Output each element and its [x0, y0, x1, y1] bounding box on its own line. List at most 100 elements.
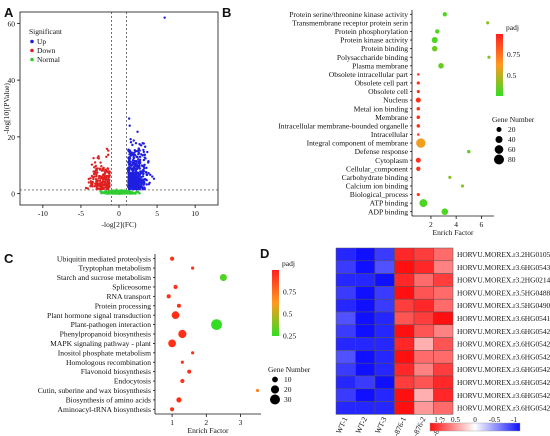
size-legend-title: Gene Number — [268, 365, 311, 374]
enrichment-x-tick-label: 2 — [204, 418, 208, 427]
enrichment-category-label: Starch and sucrose metabolism — [57, 273, 151, 282]
volcano-point-down — [99, 161, 102, 164]
enrichment-bubble — [487, 55, 491, 59]
heatmap-cell — [335, 362, 356, 377]
volcano-point-up — [131, 163, 134, 167]
volcano-point-down — [104, 184, 108, 187]
volcano-point-down — [97, 155, 100, 158]
enrichment-bubble — [166, 294, 171, 299]
enrichment-bubble — [415, 157, 421, 163]
enrichment-bubble — [435, 29, 440, 34]
volcano-point-down — [100, 169, 104, 172]
volcano-point-down — [104, 178, 107, 182]
enrichment-bubble — [187, 369, 192, 374]
volcano-point-normal — [115, 191, 118, 194]
heatmap-row-label: HORVU.MOREX.r3.5HG0488230 — [457, 288, 550, 297]
volcano-point-down — [95, 180, 98, 183]
heatmap-cell — [374, 362, 395, 377]
volcano-legend-label: Down — [37, 46, 56, 55]
enrichment-category-label: Tryptophan metabolism — [79, 264, 152, 273]
volcano-point-up — [134, 150, 137, 153]
heatmap-legend-tick: 0 — [473, 416, 477, 424]
enrichment-x-tick-label: 3 — [239, 418, 243, 427]
padj-legend-title: padj — [282, 259, 295, 268]
heatmap-cell — [413, 388, 434, 402]
heatmap-cell — [335, 273, 356, 287]
enrichment-bubble — [416, 166, 421, 171]
heatmap-cell — [413, 337, 434, 351]
volcano-point-down — [108, 174, 111, 177]
heatmap-legend-tick: 0.5 — [451, 416, 460, 424]
enrichment-x-axis-label: Enrich Factor — [187, 426, 229, 435]
enrichment-x-axis-label: Enrich Factor — [432, 228, 474, 237]
heatmap-row-label: HORVU.MOREX.r3.6HG0542400 — [457, 365, 550, 374]
volcano-point-down — [87, 177, 90, 181]
volcano-point-up — [145, 166, 148, 170]
volcano-point-up — [134, 183, 137, 187]
volcano-x-tick-label: 5 — [155, 209, 159, 218]
heatmap-cell — [433, 247, 454, 262]
heatmap-cell — [374, 401, 395, 415]
enrichment-category-label: Intracellular — [371, 130, 409, 139]
volcano-point-down — [95, 167, 98, 170]
padj-legend-tick: 0.5 — [283, 310, 293, 319]
heatmap-cell — [335, 350, 356, 364]
volcano-legend-marker — [30, 39, 34, 44]
size-legend-marker — [270, 394, 280, 405]
heatmap-cell — [355, 324, 376, 338]
volcano-point-down — [93, 166, 96, 169]
volcano-point-normal — [109, 190, 113, 194]
volcano-point-up — [134, 170, 138, 173]
volcano-point-up — [143, 153, 147, 157]
enrichment-category-label: Protein processing — [95, 301, 152, 310]
heatmap-row-label: HORVU.MOREX.r3.6HG0542380 — [457, 340, 550, 349]
volcano-point-down — [90, 174, 94, 178]
volcano-point-up — [129, 187, 132, 191]
enrichment-bubble — [168, 339, 176, 348]
volcano-point-up — [129, 141, 133, 144]
heatmap-cell — [433, 375, 454, 390]
enrichment-bubble — [416, 115, 421, 120]
volcano-legend-marker — [30, 57, 34, 62]
volcano-point-up — [151, 175, 154, 178]
volcano-point-up — [129, 162, 132, 166]
volcano-point-up — [128, 124, 131, 127]
enrichment-bubble — [180, 360, 184, 364]
volcano-point-down — [105, 147, 109, 151]
volcano-y-tick-label: 20 — [8, 133, 16, 142]
enrichment-category-label: Homologous recombination — [66, 358, 151, 367]
heatmap-cell — [413, 350, 434, 364]
volcano-point-down — [92, 172, 96, 176]
volcano-point-up — [134, 172, 137, 175]
enrichment-bubble — [416, 124, 421, 128]
enrichment-bubble — [211, 319, 222, 330]
heatmap-cell — [355, 247, 376, 262]
padj-legend-tick: 0.25 — [283, 332, 296, 341]
volcano-point-up — [137, 172, 141, 176]
volcano-point-up — [142, 170, 146, 173]
heatmap-cell — [335, 286, 356, 300]
volcano-point-up — [128, 157, 132, 160]
volcano-x-tick-label: -10 — [38, 209, 48, 218]
volcano-point-up — [127, 178, 130, 181]
volcano-y-tick-label: 0 — [11, 190, 15, 199]
enrichment-category-label: MAPK signaling pathway - plant — [50, 339, 152, 348]
go-enrichment-plot: Protein serine/threonine kinase activity… — [278, 10, 535, 237]
enrichment-bubble — [178, 329, 187, 339]
heatmap-cell — [374, 286, 395, 300]
enrichment-category-label: Ubiquitin mediated proteolysis — [57, 254, 151, 263]
heatmap-cell — [413, 247, 434, 262]
enrichment-bubble — [419, 199, 428, 208]
enrichment-bubble — [438, 62, 444, 69]
volcano-point-down — [102, 166, 105, 170]
enrichment-category-label: Cellular_component — [346, 164, 409, 173]
heatmap-cell — [394, 388, 415, 402]
volcano-point-up — [138, 180, 141, 183]
volcano-point-up — [142, 183, 145, 186]
volcano-point-up — [134, 178, 138, 181]
volcano-point-up — [128, 173, 131, 177]
volcano-x-tick-label: -5 — [78, 209, 84, 218]
volcano-point-down — [94, 164, 98, 168]
volcano-point-down — [101, 173, 105, 177]
volcano-point-up — [137, 158, 140, 161]
